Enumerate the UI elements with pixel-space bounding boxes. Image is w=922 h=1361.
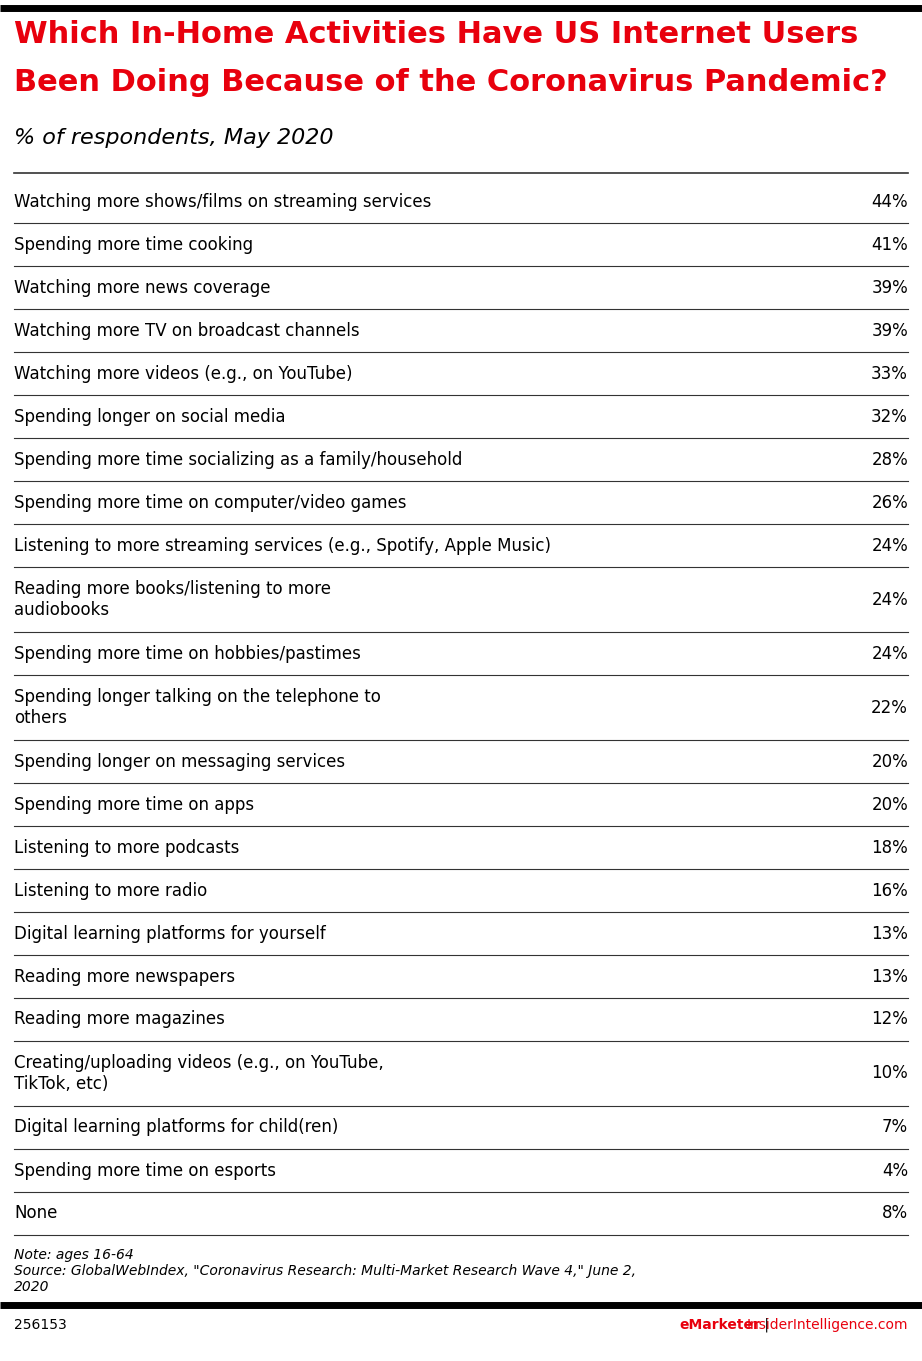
- Text: Reading more magazines: Reading more magazines: [14, 1010, 225, 1029]
- Text: 39%: 39%: [871, 279, 908, 297]
- Text: 4%: 4%: [881, 1161, 908, 1180]
- Text: Spending more time on hobbies/pastimes: Spending more time on hobbies/pastimes: [14, 645, 361, 663]
- Text: |: |: [760, 1317, 774, 1332]
- Text: 12%: 12%: [871, 1010, 908, 1029]
- Text: % of respondents, May 2020: % of respondents, May 2020: [14, 128, 334, 148]
- Text: Note: ages 16-64: Note: ages 16-64: [14, 1248, 134, 1262]
- Text: 7%: 7%: [881, 1119, 908, 1136]
- Text: 28%: 28%: [871, 450, 908, 468]
- Text: 24%: 24%: [871, 645, 908, 663]
- Text: 256153: 256153: [14, 1317, 66, 1332]
- Text: Spending more time on apps: Spending more time on apps: [14, 795, 254, 814]
- Text: Source: GlobalWebIndex, "Coronavirus Research: Multi-Market Research Wave 4," Ju: Source: GlobalWebIndex, "Coronavirus Res…: [14, 1264, 636, 1278]
- Text: 26%: 26%: [871, 494, 908, 512]
- Text: Creating/uploading videos (e.g., on YouTube,
TikTok, etc): Creating/uploading videos (e.g., on YouT…: [14, 1055, 384, 1093]
- Text: 13%: 13%: [871, 924, 908, 943]
- Text: Been Doing Because of the Coronavirus Pandemic?: Been Doing Because of the Coronavirus Pa…: [14, 68, 888, 97]
- Text: Digital learning platforms for child(ren): Digital learning platforms for child(ren…: [14, 1119, 338, 1136]
- Text: Spending more time socializing as a family/household: Spending more time socializing as a fami…: [14, 450, 462, 468]
- Text: Spending longer talking on the telephone to
others: Spending longer talking on the telephone…: [14, 689, 381, 727]
- Text: Spending longer on social media: Spending longer on social media: [14, 407, 286, 426]
- Text: eMarketer: eMarketer: [680, 1317, 760, 1332]
- Text: InsiderIntelligence.com: InsiderIntelligence.com: [747, 1317, 908, 1332]
- Text: Spending more time on computer/video games: Spending more time on computer/video gam…: [14, 494, 407, 512]
- Text: Spending longer on messaging services: Spending longer on messaging services: [14, 753, 345, 770]
- Text: 32%: 32%: [871, 407, 908, 426]
- Text: 22%: 22%: [871, 698, 908, 716]
- Text: 41%: 41%: [871, 235, 908, 253]
- Text: 10%: 10%: [871, 1064, 908, 1082]
- Text: 16%: 16%: [871, 882, 908, 900]
- Text: 20%: 20%: [871, 753, 908, 770]
- Text: Reading more books/listening to more
audiobooks: Reading more books/listening to more aud…: [14, 580, 331, 619]
- Text: 39%: 39%: [871, 321, 908, 339]
- Text: 8%: 8%: [881, 1204, 908, 1222]
- Text: 24%: 24%: [871, 591, 908, 608]
- Text: 44%: 44%: [871, 192, 908, 211]
- Text: Watching more TV on broadcast channels: Watching more TV on broadcast channels: [14, 321, 360, 339]
- Text: Watching more videos (e.g., on YouTube): Watching more videos (e.g., on YouTube): [14, 365, 352, 382]
- Text: Spending more time on esports: Spending more time on esports: [14, 1161, 276, 1180]
- Text: Reading more newspapers: Reading more newspapers: [14, 968, 235, 985]
- Text: Which In-Home Activities Have US Internet Users: Which In-Home Activities Have US Interne…: [14, 20, 858, 49]
- Text: Watching more shows/films on streaming services: Watching more shows/films on streaming s…: [14, 192, 431, 211]
- Text: 33%: 33%: [871, 365, 908, 382]
- Text: Listening to more streaming services (e.g., Spotify, Apple Music): Listening to more streaming services (e.…: [14, 536, 551, 554]
- Text: None: None: [14, 1204, 57, 1222]
- Text: Digital learning platforms for yourself: Digital learning platforms for yourself: [14, 924, 325, 943]
- Text: Watching more news coverage: Watching more news coverage: [14, 279, 270, 297]
- Text: 2020: 2020: [14, 1279, 50, 1294]
- Text: 18%: 18%: [871, 838, 908, 856]
- Text: Listening to more podcasts: Listening to more podcasts: [14, 838, 240, 856]
- Text: 20%: 20%: [871, 795, 908, 814]
- Text: Spending more time cooking: Spending more time cooking: [14, 235, 254, 253]
- Text: 13%: 13%: [871, 968, 908, 985]
- Text: Listening to more radio: Listening to more radio: [14, 882, 207, 900]
- Text: 24%: 24%: [871, 536, 908, 554]
